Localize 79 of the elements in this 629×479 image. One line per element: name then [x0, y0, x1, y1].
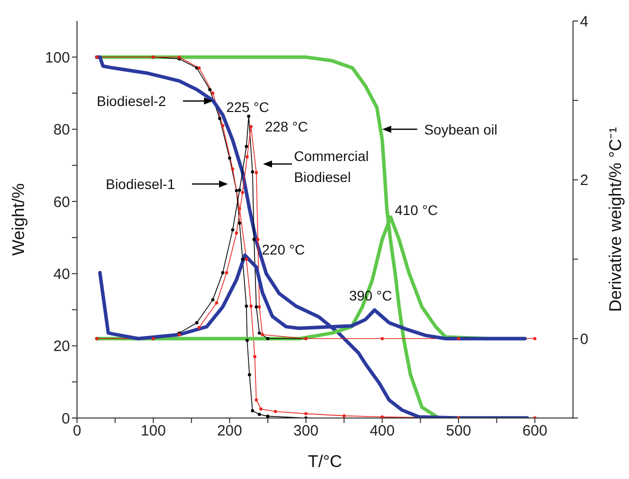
point	[533, 337, 536, 340]
annotation: 410 °C	[394, 202, 438, 218]
annotation: Soybean oil	[424, 121, 498, 138]
point	[221, 124, 224, 128]
x-tick-label: 100	[140, 422, 166, 440]
point	[274, 410, 277, 414]
annotation: Biodiesel-1	[106, 176, 176, 192]
x-axis-title: T/°C	[308, 452, 342, 471]
annotation: Biodiesel-2	[96, 93, 166, 109]
y2-axis-title: Derivative weight/% °C⁻¹	[606, 126, 625, 312]
point	[259, 407, 262, 411]
point	[253, 355, 256, 358]
y-tick-label: 0	[62, 410, 70, 428]
point	[258, 412, 261, 416]
point	[456, 337, 460, 340]
point	[266, 337, 270, 340]
point	[244, 144, 248, 148]
point	[248, 373, 252, 376]
point	[252, 238, 256, 241]
point	[221, 271, 224, 274]
point	[211, 92, 214, 95]
point	[249, 125, 253, 128]
y-tick-label: 100	[44, 49, 70, 66]
x-tick-label: 200	[217, 422, 242, 440]
point	[260, 333, 264, 336]
point	[197, 326, 201, 330]
point	[234, 231, 238, 235]
point	[240, 258, 244, 261]
point	[231, 167, 234, 171]
point	[250, 409, 254, 412]
point	[254, 305, 258, 308]
point	[304, 412, 308, 416]
point	[380, 415, 384, 418]
x-tick-label: 500	[446, 422, 472, 440]
point	[266, 414, 270, 418]
point	[215, 301, 218, 304]
x-tick-label: 600	[522, 422, 548, 440]
y2-tick-label: 0	[580, 330, 588, 348]
point	[238, 188, 242, 192]
point	[218, 116, 222, 120]
y-tick-label: 20	[53, 338, 70, 356]
y-tick-label: 60	[53, 194, 70, 211]
y2-tick-label: 2	[580, 172, 588, 190]
point	[246, 155, 249, 158]
point	[342, 414, 346, 418]
x-tick-label: 300	[293, 422, 318, 440]
point	[231, 228, 234, 232]
point	[234, 189, 238, 192]
point	[208, 88, 212, 92]
annotation: 225 °C	[226, 98, 270, 115]
point	[244, 258, 248, 261]
y-axis-title: Weight/%	[9, 183, 28, 256]
point	[224, 271, 228, 274]
point	[258, 331, 261, 335]
point	[254, 171, 258, 174]
y-tick-label: 80	[53, 122, 70, 139]
point	[247, 114, 250, 118]
point	[258, 305, 261, 308]
point	[228, 156, 232, 160]
point	[244, 304, 248, 308]
point	[197, 66, 201, 70]
x-tick-label: 0	[72, 422, 82, 440]
point	[246, 338, 249, 342]
point	[380, 337, 384, 340]
point	[254, 398, 258, 402]
point	[238, 207, 242, 210]
point	[249, 304, 253, 308]
point	[250, 170, 254, 174]
point	[195, 321, 198, 324]
point	[238, 222, 242, 225]
annotation: 228 °C	[264, 118, 308, 135]
y2-tick-label: 4	[580, 13, 588, 30]
annotation: Commercial Biodiesel	[294, 148, 369, 185]
point	[256, 238, 260, 241]
point	[240, 190, 244, 194]
annotation: 220 °C	[262, 242, 305, 258]
y-tick-label: 40	[53, 266, 70, 283]
point	[211, 298, 214, 302]
x-tick-label: 400	[370, 422, 395, 440]
